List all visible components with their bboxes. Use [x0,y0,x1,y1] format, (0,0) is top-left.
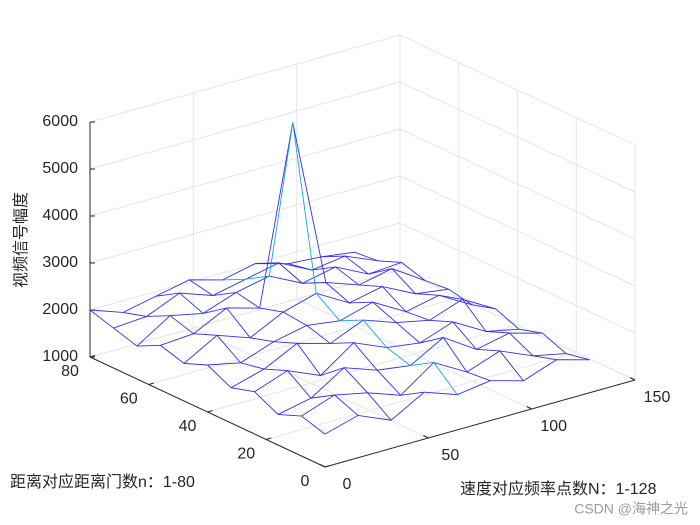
mesh-line [255,262,491,382]
tick-mark [319,464,326,468]
grid-line [89,34,401,123]
mesh-line [188,279,425,396]
tick-mark [526,406,532,410]
mesh-line [156,292,392,421]
tick-mark [89,355,96,358]
y-tick-label: 60 [120,391,138,408]
mesh-line [207,294,473,366]
z-tick-label: 6000 [42,113,78,130]
y-tick-label: 20 [237,446,255,463]
x-axis-label: 速度对应频率点数N：1-128 [460,479,657,498]
mesh-line [122,312,359,416]
x-axis [324,379,636,468]
grid-line [89,222,401,311]
z-tick-label: 4000 [42,207,78,224]
tick-mark [266,437,272,440]
mesh-line [160,122,426,346]
grid-line [266,352,577,440]
watermark: CSDN @海神之光 [574,501,688,517]
y-tick-label: 0 [301,473,310,490]
tick-mark [423,435,429,439]
y-tick-label: 80 [61,363,79,380]
grid-line [207,324,518,413]
tick-mark [207,410,213,413]
mesh-line [222,122,458,395]
x-tick-label: 0 [343,476,352,493]
z-axis-label: 视频信号幅度 [12,192,30,288]
y-tick-label: 40 [179,418,197,435]
grid-line [89,175,401,264]
tick-mark [148,382,154,385]
x-tick-label: 100 [540,418,567,435]
z-tick-label: 2000 [42,301,78,318]
mesh-line [277,332,543,415]
mesh-line [354,251,590,361]
x-tick-label: 50 [441,447,459,464]
y-axis-label: 距离对应距离门数n：1-80 [10,472,195,491]
x-tick-label: 150 [644,389,671,406]
grid-line [148,297,459,385]
mesh-line [89,309,326,435]
mesh-line [321,255,557,361]
mesh-line [254,321,520,393]
z-tick-label: 5000 [42,160,78,177]
grid-line [89,128,401,217]
z-tick-label: 1000 [42,348,78,365]
tick-mark [629,377,636,381]
tick-mark [324,465,331,468]
grid-line [89,81,401,170]
mesh-line [288,263,524,382]
z-tick-label: 3000 [42,254,78,271]
